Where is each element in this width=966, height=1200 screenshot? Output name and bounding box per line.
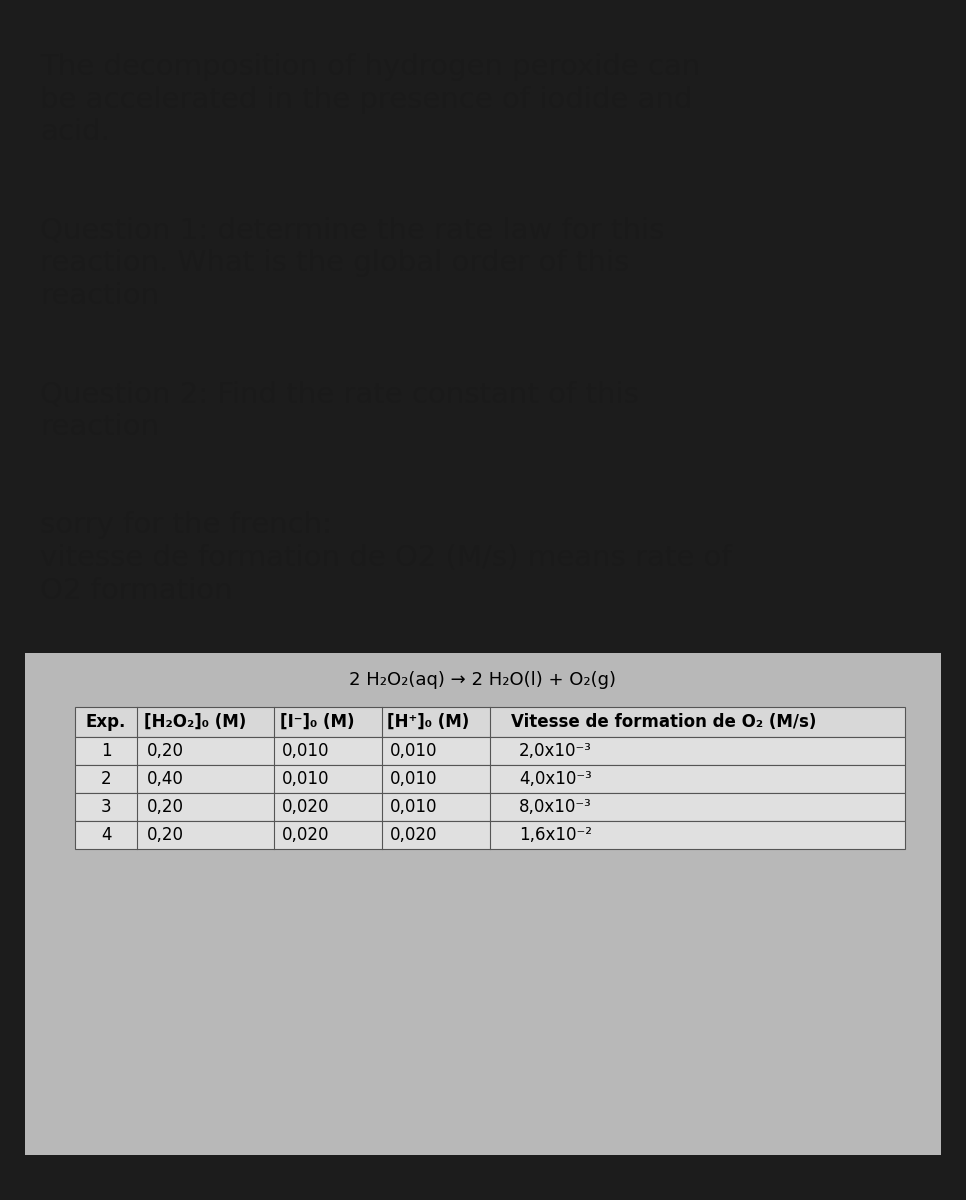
Text: 4: 4 <box>100 826 111 844</box>
Text: be accelerated in the presence of iodide and: be accelerated in the presence of iodide… <box>40 85 693 114</box>
Text: 2 H₂O₂(aq) → 2 H₂O(l) + O₂(g): 2 H₂O₂(aq) → 2 H₂O(l) + O₂(g) <box>350 671 616 689</box>
Text: 0,010: 0,010 <box>389 770 438 788</box>
Text: Vitesse de formation de O₂ (M/s): Vitesse de formation de O₂ (M/s) <box>511 713 816 731</box>
Text: 0,020: 0,020 <box>282 798 329 816</box>
Text: 0,020: 0,020 <box>282 826 329 844</box>
Bar <box>75 793 905 821</box>
Text: reaction: reaction <box>40 282 159 310</box>
Bar <box>75 821 905 848</box>
Bar <box>75 707 905 737</box>
Text: 2: 2 <box>100 770 111 788</box>
Text: 0,20: 0,20 <box>147 798 184 816</box>
Text: 8,0x10⁻³: 8,0x10⁻³ <box>519 798 592 816</box>
Text: 0,010: 0,010 <box>282 770 329 788</box>
Text: sorry for the french:: sorry for the french: <box>40 511 332 540</box>
Text: 0,010: 0,010 <box>282 742 329 760</box>
Text: Exp.: Exp. <box>86 713 127 731</box>
Text: 0,40: 0,40 <box>147 770 184 788</box>
Text: 4,0x10⁻³: 4,0x10⁻³ <box>519 770 592 788</box>
Text: The decomposition of hydrogen peroxide can: The decomposition of hydrogen peroxide c… <box>40 53 700 80</box>
Text: 2,0x10⁻³: 2,0x10⁻³ <box>519 742 592 760</box>
Bar <box>75 737 905 764</box>
Text: vitesse de formation de O2 (M/s) means rate of: vitesse de formation de O2 (M/s) means r… <box>40 544 731 572</box>
Text: [I⁻]₀ (M): [I⁻]₀ (M) <box>279 713 355 731</box>
Text: reaction. What is the global order of this: reaction. What is the global order of th… <box>40 250 629 277</box>
Text: 0,20: 0,20 <box>147 826 184 844</box>
Text: 3: 3 <box>100 798 111 816</box>
Text: 0,20: 0,20 <box>147 742 184 760</box>
Text: 1: 1 <box>100 742 111 760</box>
Text: acid.: acid. <box>40 118 110 146</box>
Bar <box>75 764 905 793</box>
Text: O2 formation: O2 formation <box>40 576 233 605</box>
Text: 0,020: 0,020 <box>389 826 438 844</box>
Text: reaction: reaction <box>40 413 159 440</box>
Text: [H₂O₂]₀ (M): [H₂O₂]₀ (M) <box>144 713 246 731</box>
Text: 0,010: 0,010 <box>389 798 438 816</box>
Text: 0,010: 0,010 <box>389 742 438 760</box>
Text: [H⁺]₀ (M): [H⁺]₀ (M) <box>387 713 469 731</box>
Bar <box>25 653 941 1154</box>
Text: Question 1: determine the rate law for this: Question 1: determine the rate law for t… <box>40 217 665 245</box>
Text: Question 2: Find the rate constant of this: Question 2: Find the rate constant of th… <box>40 380 639 408</box>
Text: 1,6x10⁻²: 1,6x10⁻² <box>519 826 592 844</box>
